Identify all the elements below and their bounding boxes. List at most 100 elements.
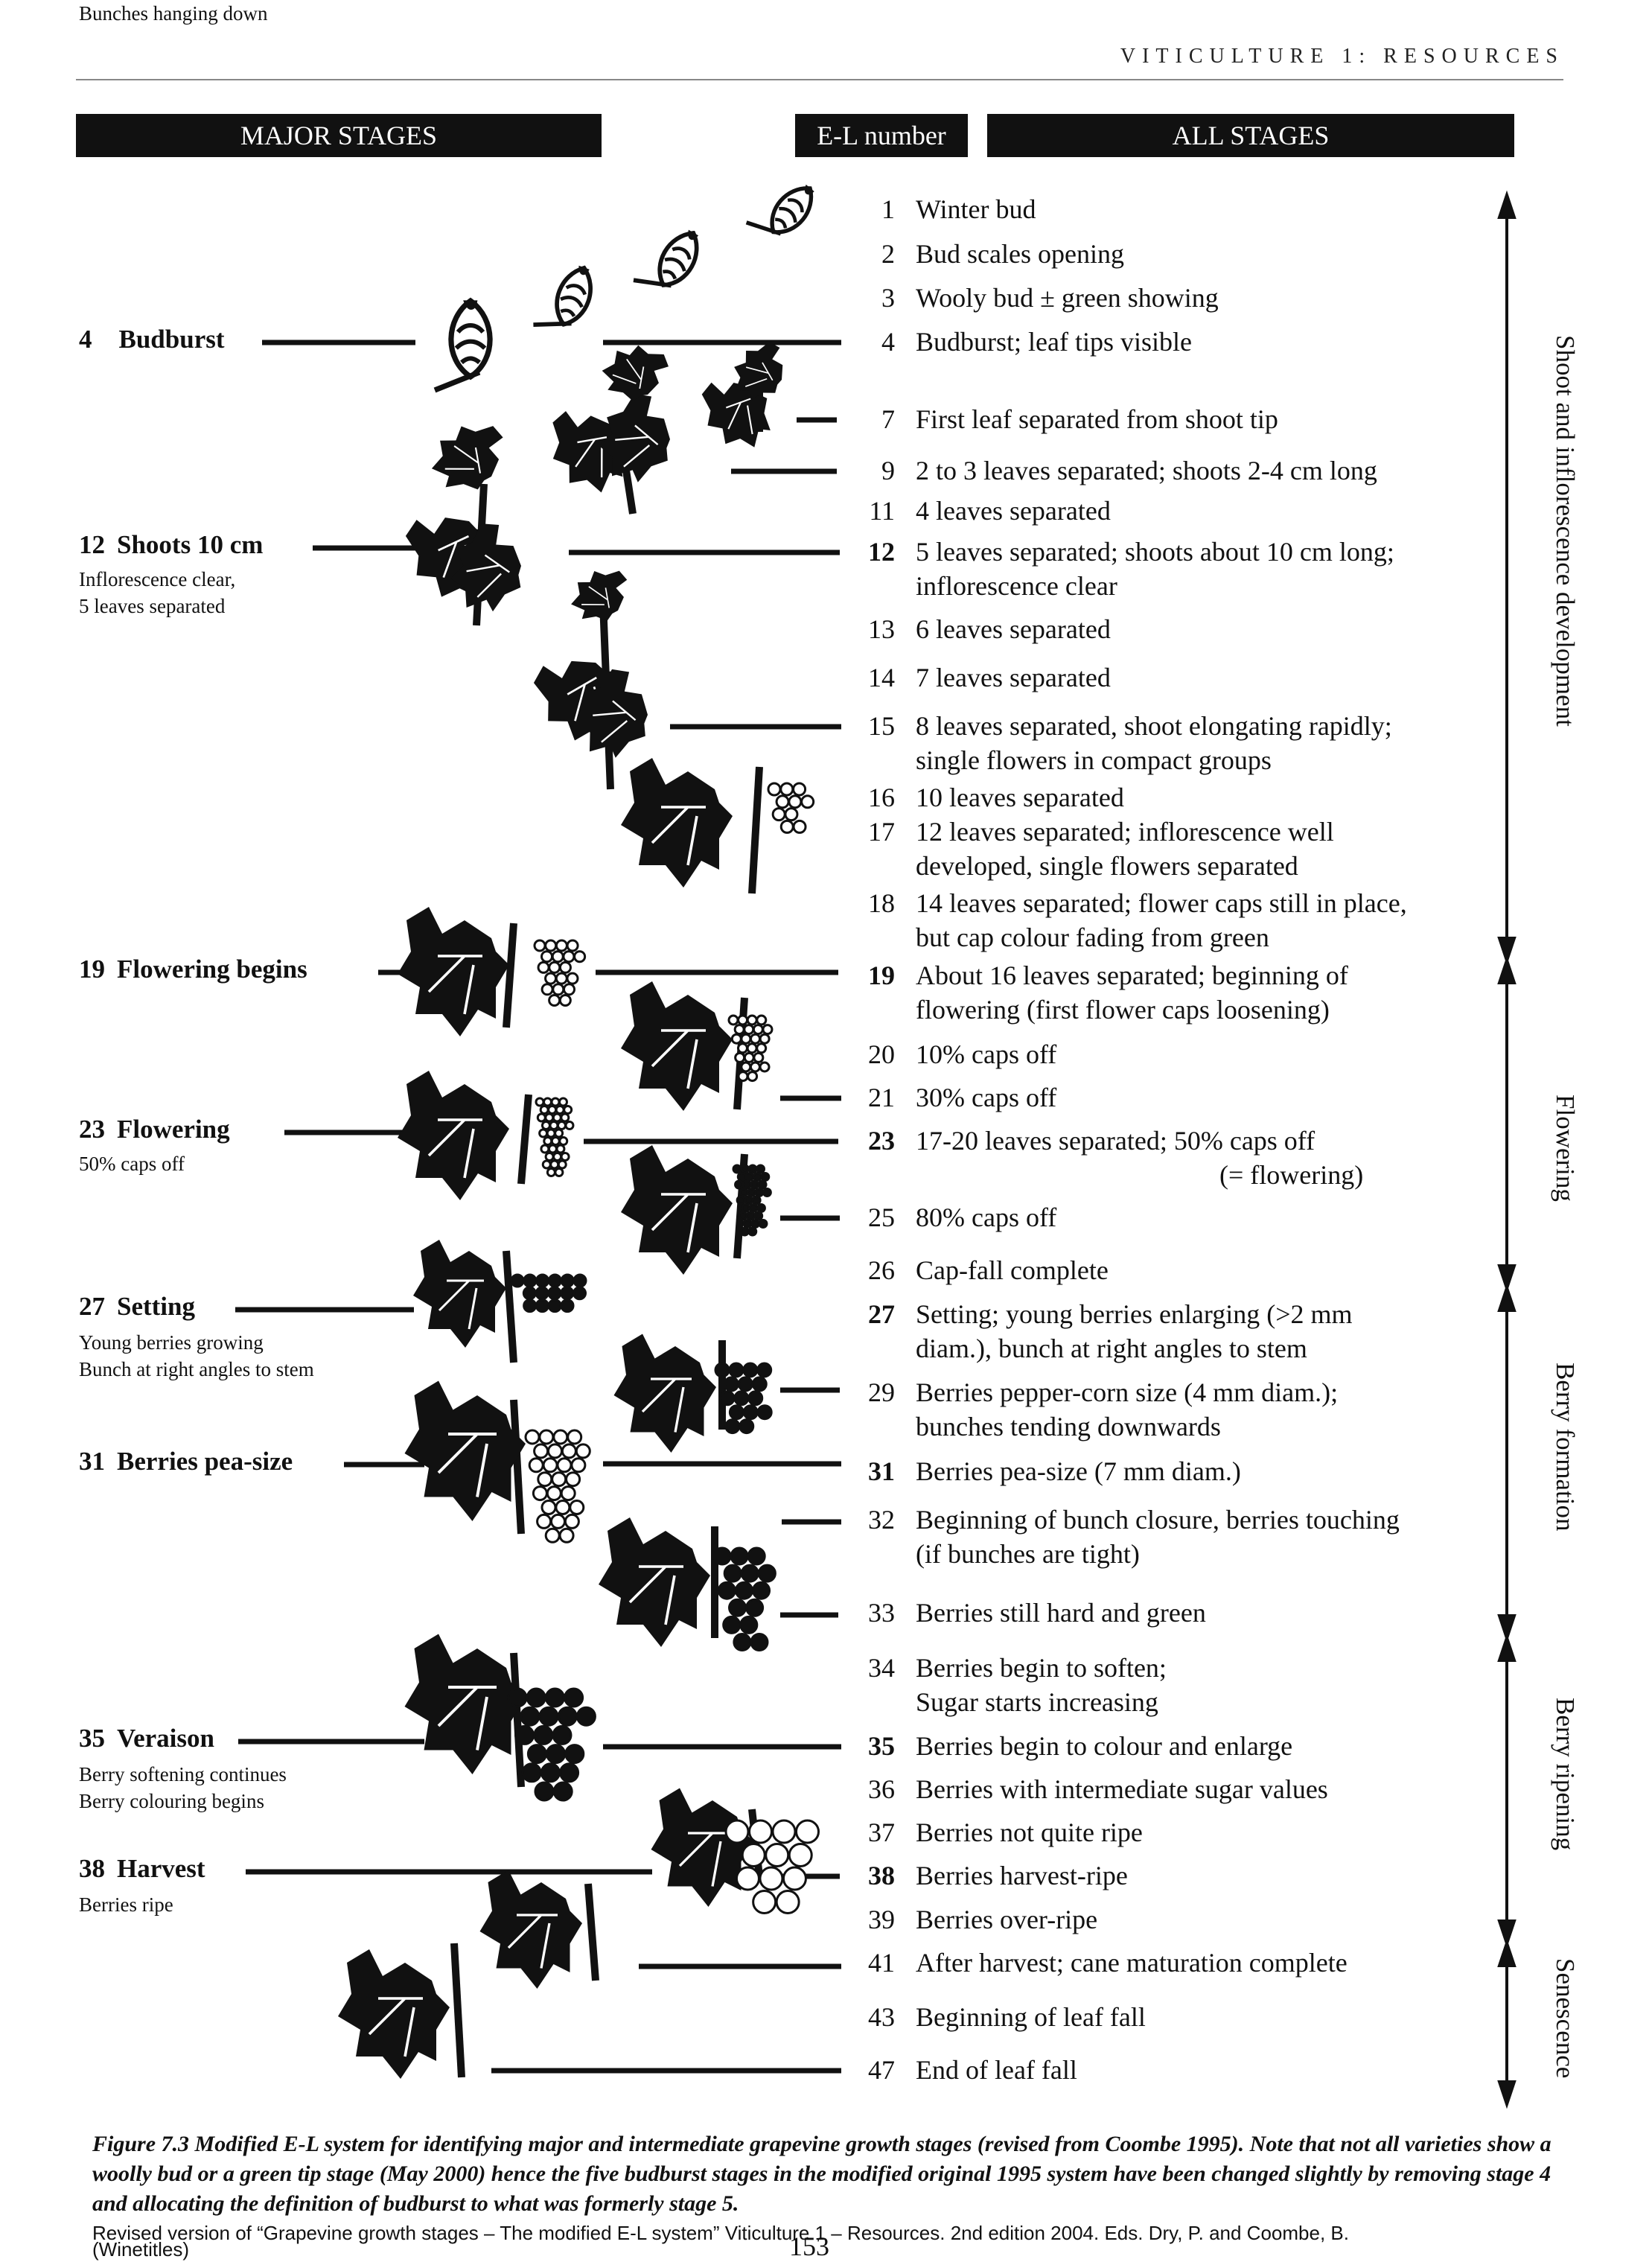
phase-range-arrow — [1497, 1283, 1517, 1643]
berries-33-icon — [712, 1546, 776, 1651]
flower-cluster-21-icon — [727, 1014, 774, 1083]
stage-description: 4 leaves separated — [916, 496, 1111, 526]
stage-description: After harvest; cane maturation complete — [916, 1948, 1348, 1978]
major-stage-number: 23 — [79, 1115, 105, 1144]
major-stage-number: 19 — [79, 955, 105, 984]
stage-description: Beginning of bunch closure, berries touc… — [916, 1505, 1400, 1535]
stage-description: 5 leaves separated; shoots about 10 cm l… — [916, 537, 1394, 567]
stage-description: Berries begin to soften; — [916, 1653, 1167, 1683]
el-stage-number: 12 — [868, 537, 895, 567]
major-stages-header: MAJOR STAGES — [76, 114, 602, 157]
berries-31-icon — [524, 1429, 591, 1543]
stage-description: 2 to 3 leaves separated; shoots 2-4 cm l… — [916, 456, 1377, 485]
major-stage-note: 5 leaves separated — [79, 595, 226, 617]
major-stage-label: Berries pea-size — [117, 1447, 293, 1476]
stage-description: 6 leaves separated — [916, 614, 1111, 644]
leaf-9-icon — [552, 411, 625, 493]
leaf-29-icon — [613, 1334, 716, 1453]
stage-description: Berries begin to colour and enlarge — [916, 1731, 1293, 1761]
el-stage-number: 9 — [881, 456, 895, 485]
leaf-25-icon — [621, 1145, 733, 1275]
phase-range-arrow — [1497, 1938, 1517, 2109]
stage-description: End of leaf fall — [916, 2055, 1077, 2085]
phase-range-arrow — [1497, 1633, 1517, 1949]
stage-description: Beginning of leaf fall — [916, 2002, 1146, 2032]
stage-description: Berries over-ripe — [916, 1905, 1098, 1934]
el-stage-number: 3 — [881, 283, 895, 313]
el-stage-number: 34 — [868, 1653, 895, 1683]
shoot-19-stem — [503, 923, 517, 1028]
flower-cluster-25-icon — [732, 1164, 772, 1237]
stage-description: Cap-fall complete — [916, 1255, 1109, 1285]
all-stages-header: ALL STAGES — [987, 114, 1514, 157]
leaf-15c-icon — [571, 570, 628, 621]
major-stage-note: Inflorescence clear, — [79, 568, 236, 590]
el-stage-number: 29 — [868, 1377, 895, 1407]
leaf-33-icon — [599, 1517, 710, 1647]
cane-41-stem — [584, 1883, 599, 1981]
major-stage-note: Bunches hanging down — [79, 2, 268, 25]
major-stage-note: Young berries growing — [79, 1331, 264, 1354]
plant-illustrations — [338, 184, 820, 2079]
leaf-9c-icon — [602, 345, 669, 401]
winter-bud-icon — [745, 184, 814, 236]
berry-set-27-icon — [510, 1273, 587, 1313]
major-stage-note: Berries ripe — [79, 1893, 173, 1916]
leaf-27-icon — [413, 1240, 506, 1348]
phase-arrows — [1497, 190, 1517, 2109]
stage-description: developed, single flowers separated — [916, 851, 1298, 881]
el-stage-number: 33 — [868, 1598, 895, 1628]
major-stage-title: 35 Veraison — [79, 1724, 214, 1753]
major-stage-number: 38 — [79, 1854, 105, 1883]
el-stage-number: 19 — [868, 960, 895, 990]
leaf-15b-icon — [576, 669, 648, 758]
el-stage-number: 2 — [881, 239, 895, 269]
stage-description: Berries pepper-corn size (4 mm diam.); — [916, 1377, 1339, 1407]
major-stage-label: Shoots 10 cm — [117, 530, 264, 559]
stage-description: (= flowering) — [1219, 1160, 1364, 1190]
el-stage-number: 35 — [868, 1731, 895, 1761]
stage-description: Sugar starts increasing — [916, 1687, 1158, 1717]
major-stage-title: 12 Shoots 10 cm — [79, 530, 263, 560]
stage-description: diam.), bunch at right angles to stem — [916, 1334, 1307, 1363]
major-stage-number: 31 — [79, 1447, 105, 1476]
stage-description: (if bunches are tight) — [916, 1539, 1140, 1569]
el-stage-number: 31 — [868, 1456, 895, 1486]
leaf-35-icon — [404, 1634, 526, 1774]
stage-description: Budburst; leaf tips visible — [916, 327, 1192, 357]
leaf-41-icon — [479, 1870, 582, 1989]
connector-lines — [235, 340, 841, 2074]
credit-line-1: Revised version of “Grapevine growth sta… — [92, 2222, 1349, 2244]
el-stage-number: 23 — [868, 1126, 895, 1156]
stage-description: Wooly bud ± green showing — [916, 283, 1219, 313]
major-stage-number: 12 — [79, 530, 105, 559]
major-stage-number: 27 — [79, 1292, 105, 1321]
stage-description: Berries harvest-ripe — [916, 1861, 1128, 1890]
stage-description: 80% caps off — [916, 1202, 1057, 1232]
leaf-17-icon — [621, 758, 733, 888]
el-stage-number: 37 — [868, 1817, 895, 1847]
stage-description: flowering (first flower caps loosening) — [916, 995, 1330, 1025]
leaf-21-icon — [621, 981, 733, 1111]
leaf-47-icon — [338, 1949, 450, 2079]
major-stage-number: 35 — [79, 1724, 105, 1753]
major-stage-title: 38 Harvest — [79, 1854, 205, 1884]
el-stage-number: 26 — [868, 1255, 895, 1285]
running-header: VITICULTURE 1: RESOURCES — [1120, 45, 1564, 68]
major-stage-note: Berry colouring begins — [79, 1790, 264, 1812]
stage-description: 10 leaves separated — [916, 783, 1124, 812]
major-stage-label: Harvest — [117, 1854, 205, 1883]
leaf-38-icon — [651, 1788, 753, 1907]
el-stage-number: 43 — [868, 2002, 895, 2032]
el-stage-number: 20 — [868, 1039, 895, 1069]
major-stage-title: 31 Berries pea-size — [79, 1447, 293, 1476]
berries-29-icon — [714, 1362, 773, 1435]
stage-description: Berries with intermediate sugar values — [916, 1774, 1328, 1804]
stage-description: single flowers in compact groups — [916, 745, 1272, 775]
el-stage-number: 47 — [868, 2055, 895, 2085]
cane-47-stem — [450, 1943, 465, 2078]
phase-label: Shoot and inflorescence development — [1551, 335, 1580, 727]
shoot-31-stem — [510, 1399, 525, 1535]
el-stage-number: 39 — [868, 1905, 895, 1934]
figure-caption: Figure 7.3 Modified E-L system for ident… — [92, 2132, 1551, 2216]
